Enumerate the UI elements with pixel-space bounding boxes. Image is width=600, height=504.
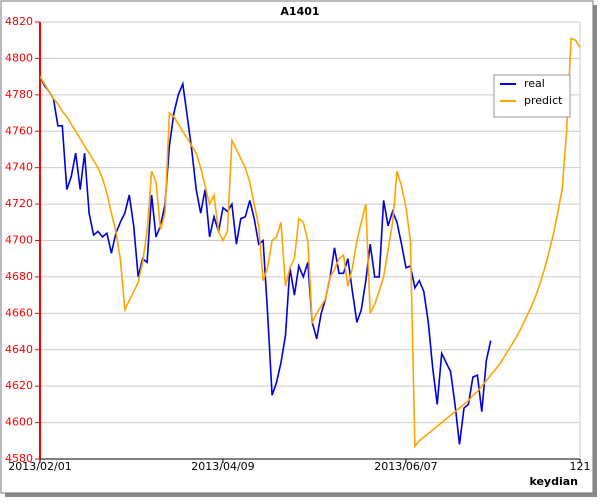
legend-label: predict <box>524 94 563 107</box>
y-tick-label: 4700 <box>5 234 33 247</box>
y-tick-label: 4620 <box>5 379 33 392</box>
y-tick-label: 4800 <box>5 51 33 64</box>
legend-box <box>493 74 571 118</box>
x-tick-label: 121 <box>570 460 591 473</box>
y-tick-label: 4640 <box>5 343 33 356</box>
legend-label: real <box>524 77 545 90</box>
y-tick-label: 4660 <box>5 306 33 319</box>
y-tick-label: 4820 <box>5 15 33 28</box>
series-line <box>39 37 581 449</box>
y-tick-label: 4680 <box>5 270 33 283</box>
x-axis-label: keydian <box>529 475 578 488</box>
y-tick-label: 4760 <box>5 124 33 137</box>
series-line <box>39 76 492 445</box>
y-tick-label: 4740 <box>5 161 33 174</box>
x-tick-label: 2013/02/01 <box>8 460 71 473</box>
y-tick-label: 4720 <box>5 197 33 210</box>
chart-title: A1401 <box>280 5 319 18</box>
x-tick-label: 2013/06/07 <box>374 460 437 473</box>
y-tick-label: 4780 <box>5 88 33 101</box>
x-tick-label: 2013/04/09 <box>191 460 254 473</box>
y-tick-label: 4580 <box>5 452 33 465</box>
y-tick-label: 4600 <box>5 416 33 429</box>
